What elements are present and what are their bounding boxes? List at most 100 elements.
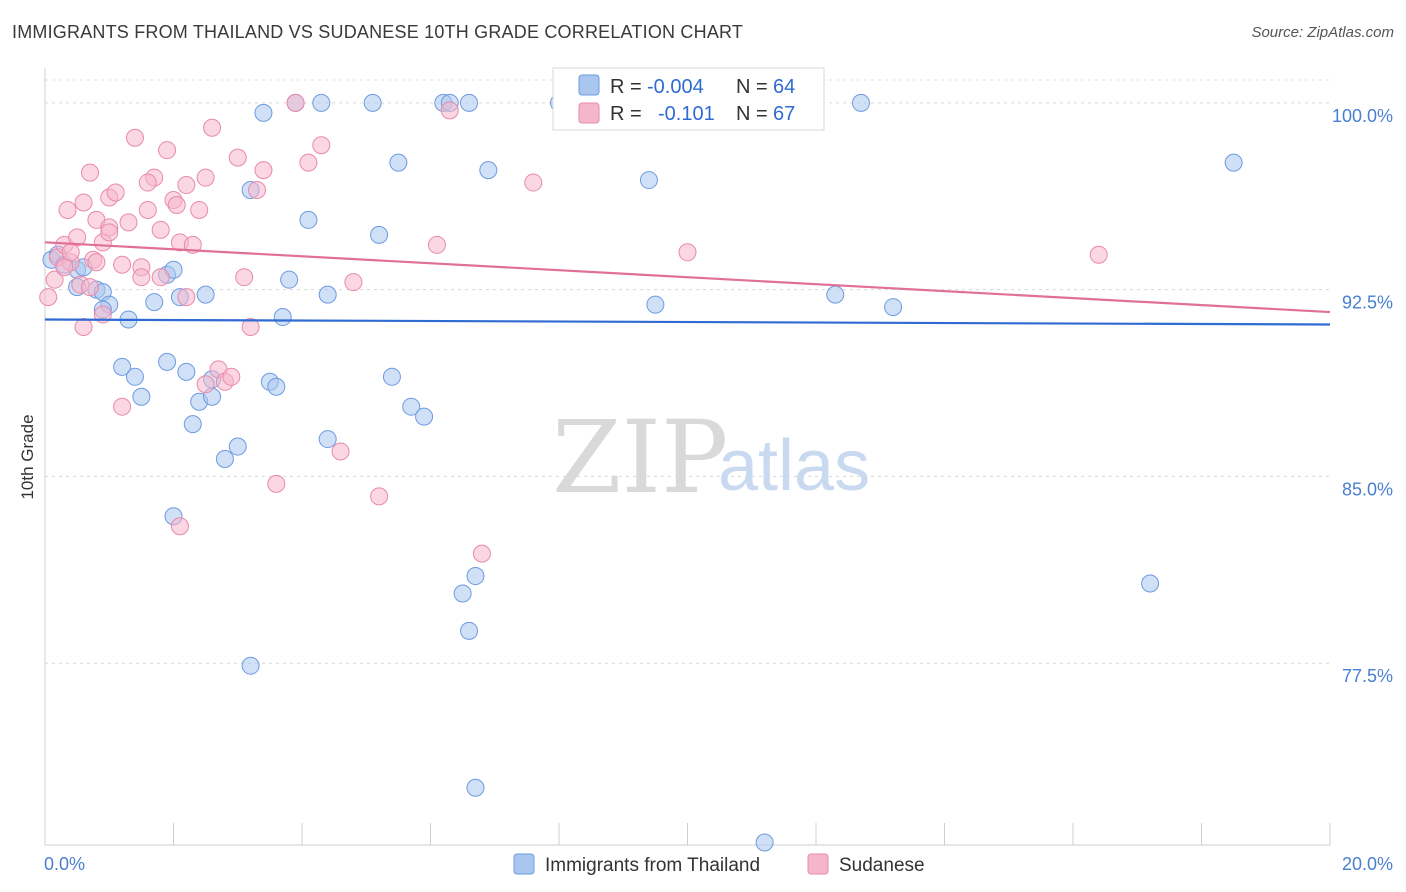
x-tick-label-1: 20.0% [1342,854,1393,874]
thailand-point-9 [113,357,132,376]
thailand-point-54 [826,285,845,304]
sudanese-point-39 [254,161,273,180]
watermark: ZIP atlas [552,399,870,516]
sudanese-point-61 [55,258,74,277]
x-tick-label-0: 0.0% [44,854,85,874]
thailand-point-61 [755,833,774,852]
sudanese-point-6 [68,228,87,247]
thailand-point-46 [460,621,479,640]
correlation-legend: R = -0.004 N = 64 R = -0.101 N = 67 [552,67,825,131]
thailand-point-36 [363,93,382,112]
sudanese-point-42 [299,153,318,172]
sudanese-point-35 [228,148,247,167]
sudanese-point-44 [331,442,350,461]
thailand-point-18 [183,415,202,434]
sudanese-point-57 [151,268,170,287]
thailand-point-60 [241,656,260,675]
thailand-point-48 [466,778,485,797]
y-tick-label-1: 85.0% [1342,479,1393,499]
sudanese-point-47 [427,235,446,254]
legend-n-value-thailand: 64 [773,76,795,98]
thailand-point-29 [273,308,292,327]
sudanese-point-40 [267,474,286,493]
thailand-point-30 [280,270,299,289]
trend-lines [44,241,1331,326]
legend-swatch-sudanese [578,102,600,124]
sudanese-point-66 [87,253,106,272]
sudanese-point-64 [177,288,196,307]
sudanese-point-52 [1089,245,1108,264]
thailand-point-44 [460,93,479,112]
axes [44,68,1331,846]
sudanese-trend-line [44,241,1331,314]
thailand-point-41 [415,407,434,426]
series-legend: Immigrants from Thailand Sudanese [513,853,925,876]
sudanese-point-41 [286,93,305,112]
bottom-legend-label-sudanese: Sudanese [839,855,925,876]
sudanese-point-18 [125,128,144,147]
legend-n-value-sudanese: 67 [773,103,795,125]
sudanese-point-23 [158,141,177,160]
thailand-point-57 [1141,574,1160,593]
sudanese-point-63 [80,278,99,297]
legend-n-label-sudanese: N = [736,103,768,125]
sudanese-point-48 [440,101,459,120]
sudanese-point-15 [106,183,125,202]
sudanese-point-45 [344,273,363,292]
sudanese-point-0 [39,288,58,307]
y-tick-label-2: 92.5% [1342,293,1393,313]
bottom-legend-label-thailand: Immigrants from Thailand [545,855,760,876]
sudanese-point-16 [113,255,132,274]
sudanese-point-62 [138,173,157,192]
legend-swatch-thailand [578,74,600,96]
bottom-legend-swatch-sudanese [807,853,829,875]
thailand-point-40 [402,397,421,416]
sudanese-point-4 [58,200,77,219]
sudanese-point-49 [472,544,491,563]
thailand-point-17 [177,362,196,381]
thailand-point-39 [389,153,408,172]
sudanese-point-50 [524,173,543,192]
y-axis-title: 10th Grade [18,414,37,499]
bottom-legend-swatch-thailand [513,853,535,875]
sudanese-point-31 [203,118,222,137]
source-label: Source: ZipAtlas.com [1251,24,1394,41]
sudanese-point-22 [151,220,170,239]
thailand-point-24 [228,437,247,456]
sudanese-point-60 [100,223,119,242]
sudanese-point-20 [138,200,157,219]
thailand-point-49 [479,161,498,180]
thailand-point-20 [196,285,215,304]
thailand-point-56 [884,298,903,317]
sudanese-point-9 [80,163,99,182]
thailand-point-28 [267,377,286,396]
thailand-point-55 [851,93,870,112]
sudanese-point-51 [678,243,697,262]
thailand-point-47 [466,567,485,586]
sudanese-point-43 [312,136,331,155]
thailand-point-37 [370,225,389,244]
legend-r-value-thailand: -0.004 [647,76,704,98]
sudanese-point-27 [177,176,196,195]
y-tick-labels: 77.5% 85.0% 92.5% 100.0% [1332,106,1393,686]
thailand-point-10 [125,367,144,386]
sudanese-point-29 [190,200,209,219]
watermark-atlas: atlas [718,426,870,506]
thailand-point-38 [382,367,401,386]
y-tick-label-0: 77.5% [1342,666,1393,686]
chart-title: IMMIGRANTS FROM THAILAND VS SUDANESE 10T… [12,22,744,42]
sudanese-point-17 [119,213,138,232]
sudanese-point-56 [170,517,189,536]
sudanese-point-36 [235,268,254,287]
sudanese-point-65 [132,268,151,287]
sudanese-point-34 [222,367,241,386]
thailand-point-11 [132,387,151,406]
thailand-point-45 [453,584,472,603]
thailand-point-35 [318,430,337,449]
sudanese-point-54 [113,397,132,416]
sudanese-point-46 [370,487,389,506]
thailand-point-13 [158,352,177,371]
thailand-trend-line [44,318,1331,326]
legend-n-label-thailand: N = [736,76,768,98]
